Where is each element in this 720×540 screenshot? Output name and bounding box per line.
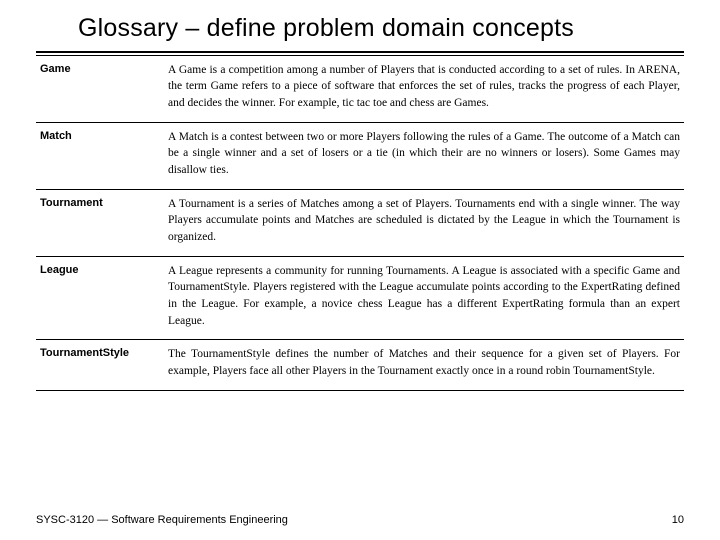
glossary-definition: A Match is a contest between two or more… xyxy=(164,122,684,189)
slide-footer: SYSC-3120 — Software Requirements Engine… xyxy=(36,514,684,526)
glossary-term: League xyxy=(36,256,164,340)
table-row: Tournament A Tournament is a series of M… xyxy=(36,189,684,256)
table-row: League A League represents a community f… xyxy=(36,256,684,340)
glossary-definition: A Game is a competition among a number o… xyxy=(164,55,684,122)
footer-left: SYSC-3120 — Software Requirements Engine… xyxy=(36,514,288,526)
glossary-term: TournamentStyle xyxy=(36,340,164,390)
glossary-term: Match xyxy=(36,122,164,189)
glossary-definition: A Tournament is a series of Matches amon… xyxy=(164,189,684,256)
glossary-definition: A League represents a community for runn… xyxy=(164,256,684,340)
page-title: Glossary – define problem domain concept… xyxy=(36,14,684,49)
glossary-term: Tournament xyxy=(36,189,164,256)
table-row: Game A Game is a competition among a num… xyxy=(36,55,684,122)
glossary-definition: The TournamentStyle defines the number o… xyxy=(164,340,684,390)
table-row: TournamentStyle The TournamentStyle defi… xyxy=(36,340,684,390)
footer-page-number: 10 xyxy=(672,514,684,526)
glossary-table: Game A Game is a competition among a num… xyxy=(36,51,684,391)
glossary-term: Game xyxy=(36,55,164,122)
slide: Glossary – define problem domain concept… xyxy=(0,0,720,540)
table-row: Match A Match is a contest between two o… xyxy=(36,122,684,189)
